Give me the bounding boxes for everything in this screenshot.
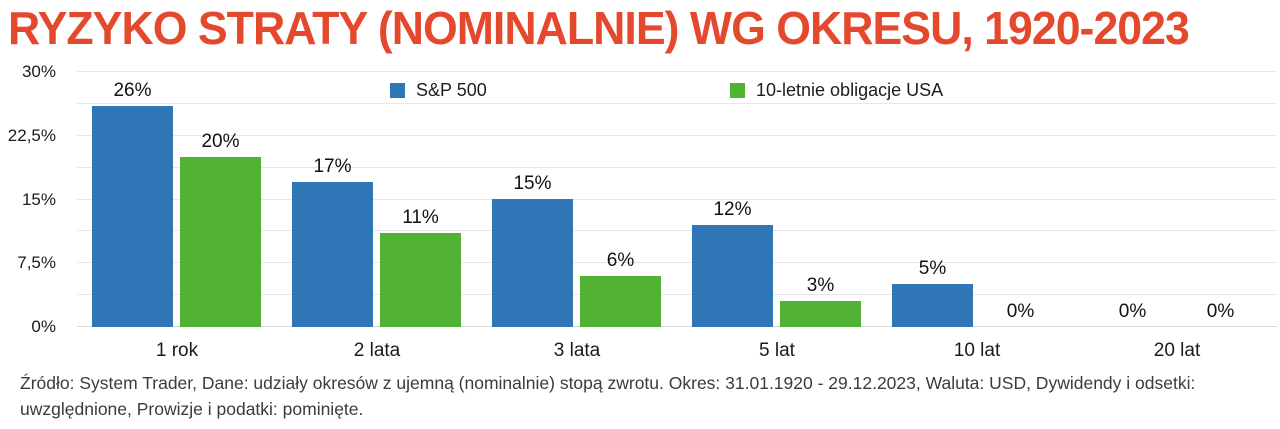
y-tick-label: 22,5% (7, 125, 56, 145)
gridline (77, 71, 1277, 72)
x-tick-label: 1 rok (155, 340, 199, 361)
y-tick-label: 15% (21, 189, 56, 209)
legend-item-bonds: 10-letnie obligacje USA (730, 80, 943, 101)
chart-title: RYZYKO STRATY (NOMINALNIE) WG OKRESU, 19… (8, 2, 1190, 54)
bar-value-label: 6% (606, 250, 635, 271)
bar-value-label: 17% (313, 156, 352, 177)
y-tick-label: 30% (21, 62, 56, 81)
y-tick-label: 0% (31, 317, 56, 336)
gridline (77, 326, 1277, 327)
plot-area: 26% 17% 15% 12% 5% 0% 20% 11% 6% 3% 0% 0% (77, 71, 1277, 327)
bar-value-label: 26% (113, 80, 152, 101)
legend-item-sp500: S&P 500 (390, 80, 487, 101)
x-tick-label: 5 lat (759, 340, 795, 361)
legend-label-sp500: S&P 500 (416, 80, 487, 100)
x-tick-label: 20 lat (1153, 340, 1201, 361)
bar-value-label: 11% (402, 207, 439, 228)
bonds-swatch-icon (730, 83, 745, 98)
bar-value-label: 3% (806, 275, 835, 296)
gridline (77, 262, 1277, 264)
bar-value-label: 0% (1206, 301, 1235, 322)
gridline (77, 134, 1277, 136)
source-note: Źródło: System Trader, Dane: udziały okr… (20, 373, 1196, 419)
gridline (77, 102, 1277, 104)
gridline (77, 230, 1277, 232)
bar-value-label: 12% (713, 199, 752, 220)
bar-sp500 (492, 199, 573, 327)
bar-sp500 (92, 106, 173, 327)
bar-sp500 (692, 225, 773, 327)
x-axis: 1 rok 2 lata 3 lata 5 lat 10 lat 20 lat (77, 340, 1277, 364)
bar-value-label: 0% (1006, 301, 1035, 322)
bar-value-label: 20% (201, 131, 240, 152)
gridline (77, 294, 1277, 296)
bar-bonds (380, 233, 461, 327)
bar-bonds (180, 157, 261, 327)
bar-bonds (780, 301, 861, 327)
bar-value-label: 5% (918, 258, 947, 279)
bar-value-label: 0% (1118, 301, 1147, 322)
x-tick-label: 10 lat (953, 340, 1001, 361)
x-tick-label: 3 lata (553, 340, 601, 361)
y-axis: 30% 22,5% 15% 7,5% 0% (0, 62, 60, 336)
legend-label-bonds: 10-letnie obligacje USA (756, 80, 944, 100)
bar-bonds (580, 276, 661, 327)
bar-sp500 (892, 284, 973, 327)
y-tick-label: 7,5% (17, 253, 56, 273)
bar-sp500 (292, 182, 373, 327)
bar-value-label: 15% (513, 173, 552, 194)
sp500-swatch-icon (390, 83, 405, 98)
x-tick-label: 2 lata (353, 340, 401, 361)
gridline (77, 166, 1277, 168)
gridline (77, 198, 1277, 200)
